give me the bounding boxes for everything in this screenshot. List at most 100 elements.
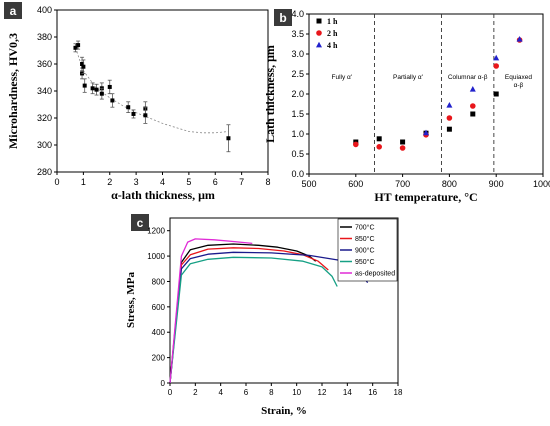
panel-c-y-axis-label: Stress, MPa [125,271,137,328]
panel-a-data-point [110,98,115,103]
panel-b-data-point [470,103,476,109]
panel-c-y-tick-label: 1200 [147,227,165,236]
panel-b-y-tick-label: 1.5 [291,109,304,119]
panel-a-x-tick-label: 1 [81,177,86,187]
panel-c-legend: 700°C 850°C 900°C 950°C as-deposited [337,218,398,282]
panel-b-x-tick-label: 700 [395,179,410,189]
panel-b-legend-marker [316,18,322,24]
panel-b-legend-label: 2 h [327,29,338,38]
panel-c-x-tick-label: 16 [368,388,377,397]
panel-b-data-point [516,36,523,42]
panel-b-legend-label: 4 h [327,41,338,50]
panel-a-y-tick-label: 320 [37,113,52,123]
panel-c-x-axis-label: Strain, % [261,405,307,417]
panel-a-badge-text: a [10,4,17,18]
panel-b-y-axis-label: Lath thickness, μm [263,45,277,143]
panel-c-series-line [169,243,317,384]
panel-b-x-tick-label: 800 [442,179,457,189]
panel-c-x-tick-label: 18 [394,388,403,397]
panel-a-data-point [90,86,95,91]
panel-a-x-tick-label: 6 [213,177,218,187]
panel-c-x-tick-label: 8 [269,388,274,397]
panel-a-x-tick-label: 5 [186,177,191,187]
panel-c-legend-label: 700°C [355,224,375,232]
panel-c-legend-label: 950°C [355,258,375,266]
panel-c-x-tick-label: 14 [343,388,352,397]
panel-b-data-point [423,129,429,136]
panel-c-x-tick-label: 4 [218,388,223,397]
panel-b-data-point [399,145,406,151]
panel-b-badge [274,9,292,26]
panel-c-x-tick-label: 12 [318,388,327,397]
panel-a-data-point [107,84,112,89]
panel-b-y-tick-label: 0.0 [291,169,304,179]
panel-b-y-tick-label: 0.5 [291,149,304,159]
panel-a-y-tick-label: 380 [37,32,52,42]
panel-b-y-tick-label: 4.0 [291,9,304,19]
panel-b-region-label: Fully α' [331,74,352,81]
panel-b-data-point [376,136,382,142]
panel-a-plot-frame [56,9,269,173]
panel-b-legend-label: 1 h [327,17,338,26]
panel-c-legend-label: as-deposited [355,271,395,278]
panel-b-y-tick-label: 2.0 [291,89,304,99]
panel-c-x-tick-label: 0 [168,388,173,397]
panel-c-y-tick-label: 1000 [147,252,165,261]
panel-b-legend: 1 h 2 h 4 h [316,17,338,50]
panel-b-y-tick-label: 3.5 [291,29,304,39]
panel-c-y-tick-label: 600 [152,303,166,312]
panel-b-data-point [493,91,499,97]
panel-c-y-tick-label: 0 [161,379,166,388]
panel-a-x-tick-label: 8 [265,177,270,187]
panel-a-x-tick-label: 0 [54,177,59,187]
panel-c-x-tick-label: 10 [292,388,301,397]
panel-b-region-label: Equiaxed [505,74,532,81]
panel-b-data-point [446,115,453,121]
panel-b-y-tick-label: 3.0 [291,49,304,59]
panel-b-region-label: Partially α' [393,74,423,81]
panel-b-legend-marker [316,30,322,36]
panel-a-y-axis-label: Microhardness, HV0,3 [6,33,20,149]
panel-c-badge [131,214,149,231]
panel-b-data-point [470,111,476,117]
panel-c: c 700°C 850°C 900°C 950°C as-deposited 0 2 4 6 8… [125,214,403,417]
panel-b-data-point [446,126,452,132]
panel-a-data-point [80,62,85,66]
panel-a-data-point [82,83,87,88]
panel-b-data-point [446,102,453,108]
panel-a-data-point [73,45,78,50]
panel-a-data-point [226,136,231,141]
panel-a-y-tick-label: 340 [37,86,52,96]
panel-a-x-tick-label: 2 [107,177,112,187]
panel-b-y-tick-label: 1.0 [291,129,304,139]
panel-a-y-tick-label: 400 [37,5,52,15]
panel-c-series-line [169,256,338,384]
panel-b-x-axis-label: HT temperature, °C [374,190,477,204]
panel-c-series-line [169,247,329,384]
panel-b-data-point [376,144,383,150]
panel-a-data-point [81,64,86,69]
panel-c-badge-text: c [137,216,144,230]
panel-b-data-point [400,139,406,145]
panel-b-data-point [493,63,500,69]
panel-c-legend-label: 900°C [355,247,375,255]
panel-b-data-point [469,86,476,92]
panel-a-y-tick-label: 300 [37,140,52,150]
panel-b-x-tick-label: 500 [301,179,316,189]
panel-c-y-tick-label: 200 [152,354,166,363]
panel-c-x-tick-label: 6 [244,388,249,397]
panel-b-x-tick-label: 900 [489,179,504,189]
panel-a-y-tick-label: 280 [37,167,52,177]
panel-c-y-tick-label: 400 [152,328,166,337]
panel-a-badge [4,2,22,19]
panel-c-x-tick-label: 2 [193,388,198,397]
panel-a-data-point [143,113,148,118]
panel-b-data-point [353,141,359,148]
panel-a-x-tick-label: 4 [160,177,165,187]
panel-b-legend-marker [316,41,322,48]
panel-a-x-tick-label: 7 [239,177,244,187]
panel-b-region-label: α-β [514,82,524,89]
panel-b-x-tick-label: 1000 [533,179,550,189]
panel-a-y-tick-label: 360 [37,59,52,69]
